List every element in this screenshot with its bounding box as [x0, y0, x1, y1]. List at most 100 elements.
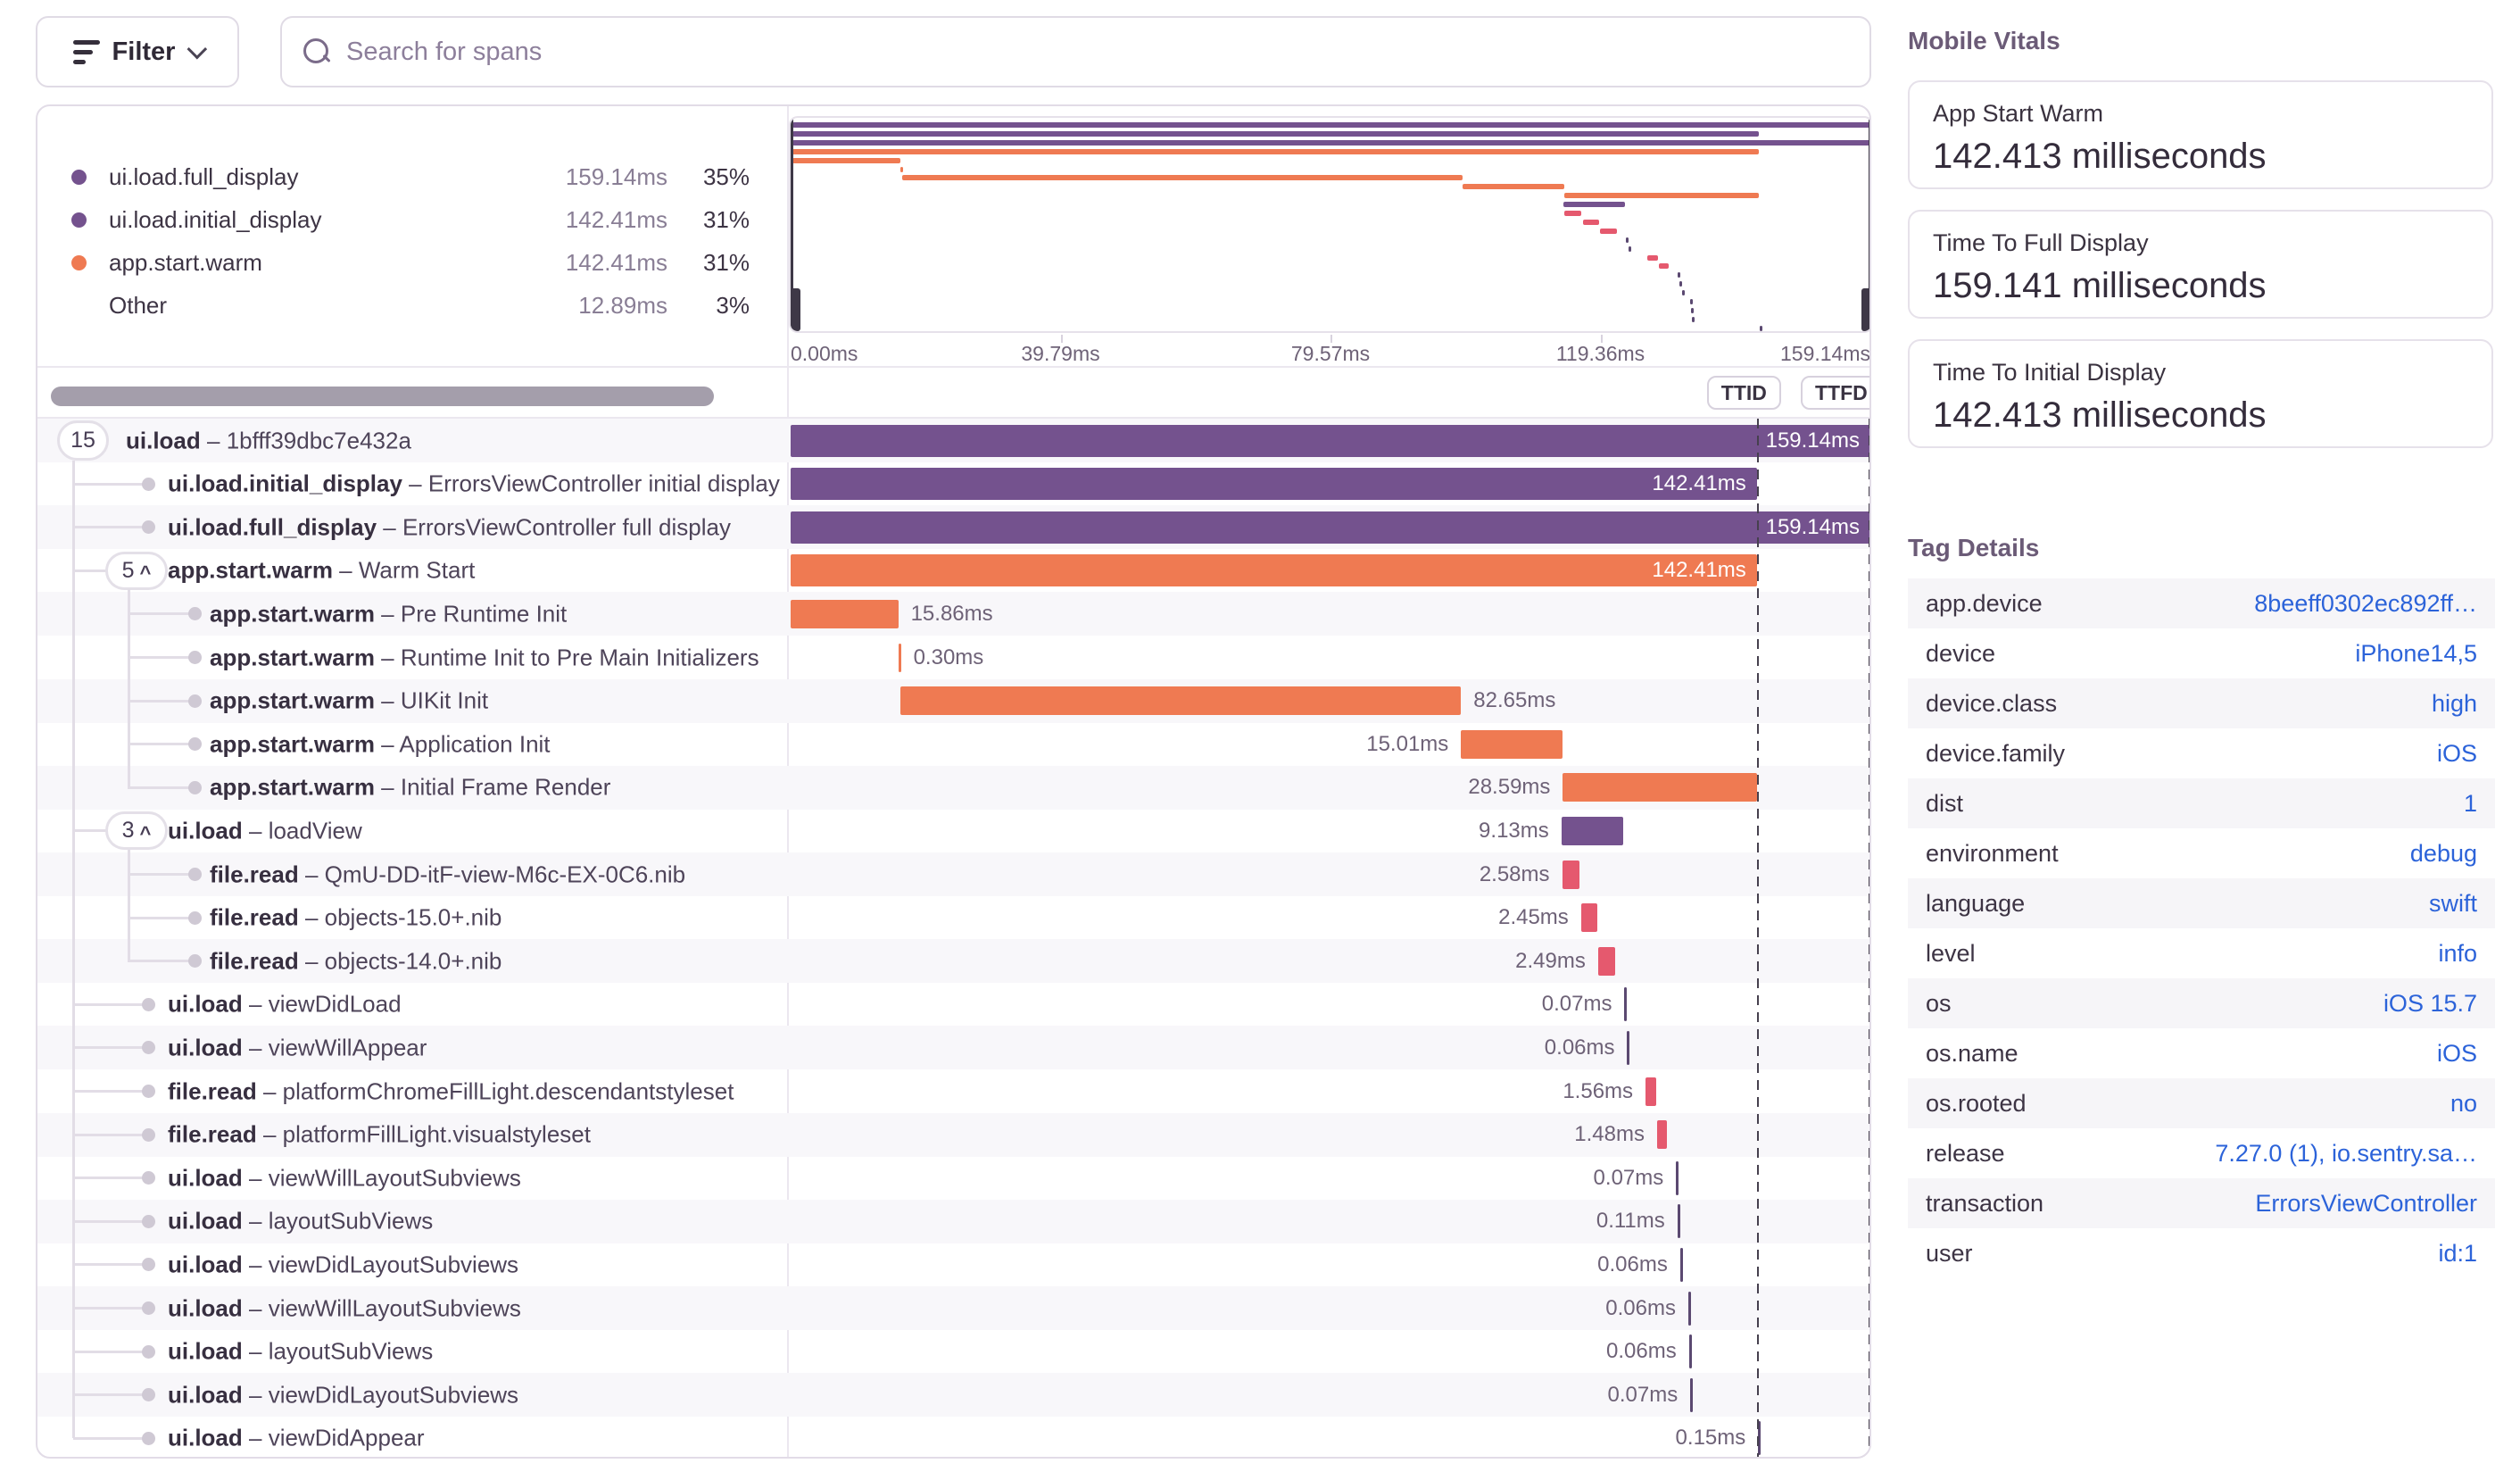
legend-item-duration: 142.41ms — [565, 248, 667, 276]
mobile-vital-card: Time To Full Display 159.141 milliseconds — [1908, 210, 2493, 319]
span-duration-bar[interactable] — [1627, 1030, 1630, 1065]
span-duration-bar[interactable] — [1562, 860, 1580, 889]
legend-item-percent: 31% — [702, 248, 750, 276]
span-duration-label: 15.86ms — [910, 601, 993, 626]
legend-item[interactable]: ui.load.initial_display 142.41ms 31% — [37, 198, 787, 241]
tree-bullet — [188, 694, 202, 708]
tag-value-link[interactable]: debug — [2409, 839, 2477, 867]
span-row[interactable]: ui.load – viewDidLoad 0.07ms — [37, 983, 1869, 1027]
tag-value-link[interactable]: iOS — [2436, 1039, 2477, 1067]
span-row[interactable]: ui.load.initial_display – ErrorsViewCont… — [37, 462, 1869, 506]
span-row[interactable]: app.start.warm – Pre Runtime Init 15.86ms — [37, 592, 1869, 636]
span-count-badge[interactable]: 5 ^ — [105, 551, 168, 590]
span-row[interactable]: ui.load – viewDidLayoutSubviews 0.06ms — [37, 1243, 1869, 1286]
tree-connector — [128, 786, 191, 789]
ttid-badge[interactable]: TTID — [1706, 376, 1781, 410]
span-duration-bar[interactable] — [791, 424, 1869, 457]
span-row[interactable]: app.start.warm – Runtime Init to Pre Mai… — [37, 636, 1869, 679]
tree-bullet — [142, 477, 155, 491]
span-duration-bar[interactable] — [1676, 1160, 1679, 1195]
legend-item[interactable]: ui.load.full_display 159.14ms 35% — [37, 155, 787, 198]
tag-value-link[interactable]: no — [2450, 1089, 2477, 1117]
ttfd-badge[interactable]: TTFD — [1801, 376, 1869, 410]
span-count-badge[interactable]: 15 — [57, 420, 109, 461]
span-duration-bar[interactable] — [791, 599, 899, 628]
minimap-viewport-left-edge[interactable] — [791, 118, 793, 331]
span-duration-bar[interactable] — [791, 554, 1757, 587]
span-row[interactable]: app.start.warm – UIKit Init 82.65ms — [37, 678, 1869, 723]
span-duration-bar[interactable] — [1656, 1120, 1668, 1150]
span-row[interactable]: ui.load – viewDidAppear 0.15ms — [37, 1417, 1869, 1457]
span-duration-bar[interactable] — [791, 468, 1757, 501]
minimap-viewport-right-edge[interactable] — [1869, 118, 1871, 333]
horizontal-scrollbar[interactable] — [51, 387, 714, 406]
filter-button[interactable]: Filter — [36, 16, 239, 87]
tree-bullet — [142, 1258, 155, 1272]
span-duration-bar[interactable] — [899, 686, 1462, 716]
legend-item[interactable]: Other 12.89ms 3% — [37, 284, 787, 327]
span-duration-bar[interactable] — [1563, 773, 1757, 802]
tag-value-link[interactable]: swift — [2429, 889, 2477, 917]
span-duration-bar[interactable] — [1580, 903, 1598, 933]
tag-value-link[interactable]: 1 — [2463, 789, 2477, 817]
span-row[interactable]: file.read – objects-15.0+.nib 2.45ms — [37, 896, 1869, 940]
span-duration-bar[interactable] — [791, 511, 1869, 544]
minimap-left-drag-handle[interactable] — [791, 288, 800, 331]
span-row[interactable]: file.read – platformChromeFillLight.desc… — [37, 1069, 1869, 1113]
span-row[interactable]: ui.load – viewDidLayoutSubviews 0.07ms — [37, 1373, 1869, 1418]
time-axis-tick — [1600, 335, 1603, 343]
minimap-span-bar — [1647, 254, 1658, 261]
tag-value-link[interactable]: high — [2431, 689, 2477, 717]
span-row[interactable]: file.read – objects-14.0+.nib 2.49ms — [37, 939, 1869, 984]
span-duration-bar[interactable] — [1624, 987, 1628, 1022]
trace-minimap[interactable] — [789, 116, 1871, 333]
tag-row: user id:1 — [1908, 1228, 2495, 1278]
tag-value-link[interactable]: iOS 15.7 — [2383, 989, 2477, 1017]
span-duration-label: 0.07ms — [1593, 1165, 1664, 1190]
span-duration-bar[interactable] — [898, 643, 901, 672]
span-duration-bar[interactable] — [1690, 1377, 1694, 1412]
span-duration-bar[interactable] — [1758, 1421, 1762, 1456]
span-row[interactable]: ui.load.full_display – ErrorsViewControl… — [37, 505, 1869, 550]
span-row[interactable]: file.read – platformFillLight.visualstyl… — [37, 1112, 1869, 1157]
tag-value-link[interactable]: iPhone14,5 — [2355, 639, 2477, 667]
tag-value-link[interactable]: 8beeff0302ec892ff… — [2254, 589, 2477, 617]
span-duration-bar[interactable] — [1679, 1247, 1683, 1282]
span-row[interactable]: ui.load – viewWillLayoutSubviews 0.07ms — [37, 1156, 1869, 1200]
minimap-span-bar — [792, 122, 1869, 128]
span-row[interactable]: app.start.warm – Application Init 15.01ms — [37, 722, 1869, 766]
tree-bullet — [142, 1041, 155, 1055]
span-duration-label: 0.06ms — [1544, 1035, 1615, 1060]
span-row[interactable]: ui.load – layoutSubViews 0.06ms — [37, 1330, 1869, 1374]
search-input[interactable] — [346, 37, 1848, 67]
tree-connector — [128, 916, 191, 919]
legend-item[interactable]: app.start.warm 142.41ms 31% — [37, 241, 787, 284]
tag-row: device.family iOS — [1908, 728, 2495, 778]
tag-value-link[interactable]: ErrorsViewController — [2255, 1189, 2477, 1217]
span-duration-bar[interactable] — [1645, 1077, 1656, 1106]
span-row[interactable]: app.start.warm – Initial Frame Render 28.… — [37, 765, 1869, 810]
tag-value-link[interactable]: iOS — [2436, 739, 2477, 767]
tag-value-link[interactable]: 7.27.0 (1), io.sentry.sa… — [2215, 1139, 2477, 1167]
span-row[interactable]: 3 ^ ui.load – loadView 9.13ms — [37, 809, 1869, 852]
span-duration-bar[interactable] — [1687, 1291, 1691, 1326]
minimap-span-bar — [792, 157, 900, 163]
span-row[interactable]: ui.load – layoutSubViews 0.11ms — [37, 1199, 1869, 1243]
tag-value-link[interactable]: info — [2438, 939, 2477, 967]
span-duration-bar[interactable] — [1461, 729, 1563, 759]
span-duration-bar[interactable] — [1677, 1204, 1680, 1239]
span-count-badge[interactable]: 3 ^ — [105, 811, 168, 851]
minimap-right-drag-handle[interactable] — [1861, 288, 1869, 331]
span-duration-bar[interactable] — [1597, 946, 1615, 976]
span-row[interactable]: file.read – QmU-DD-itF-view-M6c-EX-0C6.n… — [37, 852, 1869, 896]
span-row[interactable]: ui.load – viewWillAppear 0.06ms — [37, 1026, 1869, 1070]
span-row[interactable]: ui.load – viewWillLayoutSubviews 0.06ms — [37, 1286, 1869, 1330]
tag-value-link[interactable]: id:1 — [2438, 1239, 2477, 1267]
tree-connector — [73, 1133, 145, 1136]
minimap-span-bar — [792, 130, 1759, 137]
span-duration-bar[interactable] — [1688, 1334, 1692, 1369]
span-row[interactable]: 15 ui.load – 1bfff39dbc7e432a 159.14ms — [37, 419, 1869, 462]
span-duration-bar[interactable] — [1561, 816, 1624, 845]
span-row[interactable]: 5 ^ app.start.warm – Warm Start 142.41ms — [37, 549, 1869, 593]
legend-item-percent: 35% — [702, 162, 750, 190]
